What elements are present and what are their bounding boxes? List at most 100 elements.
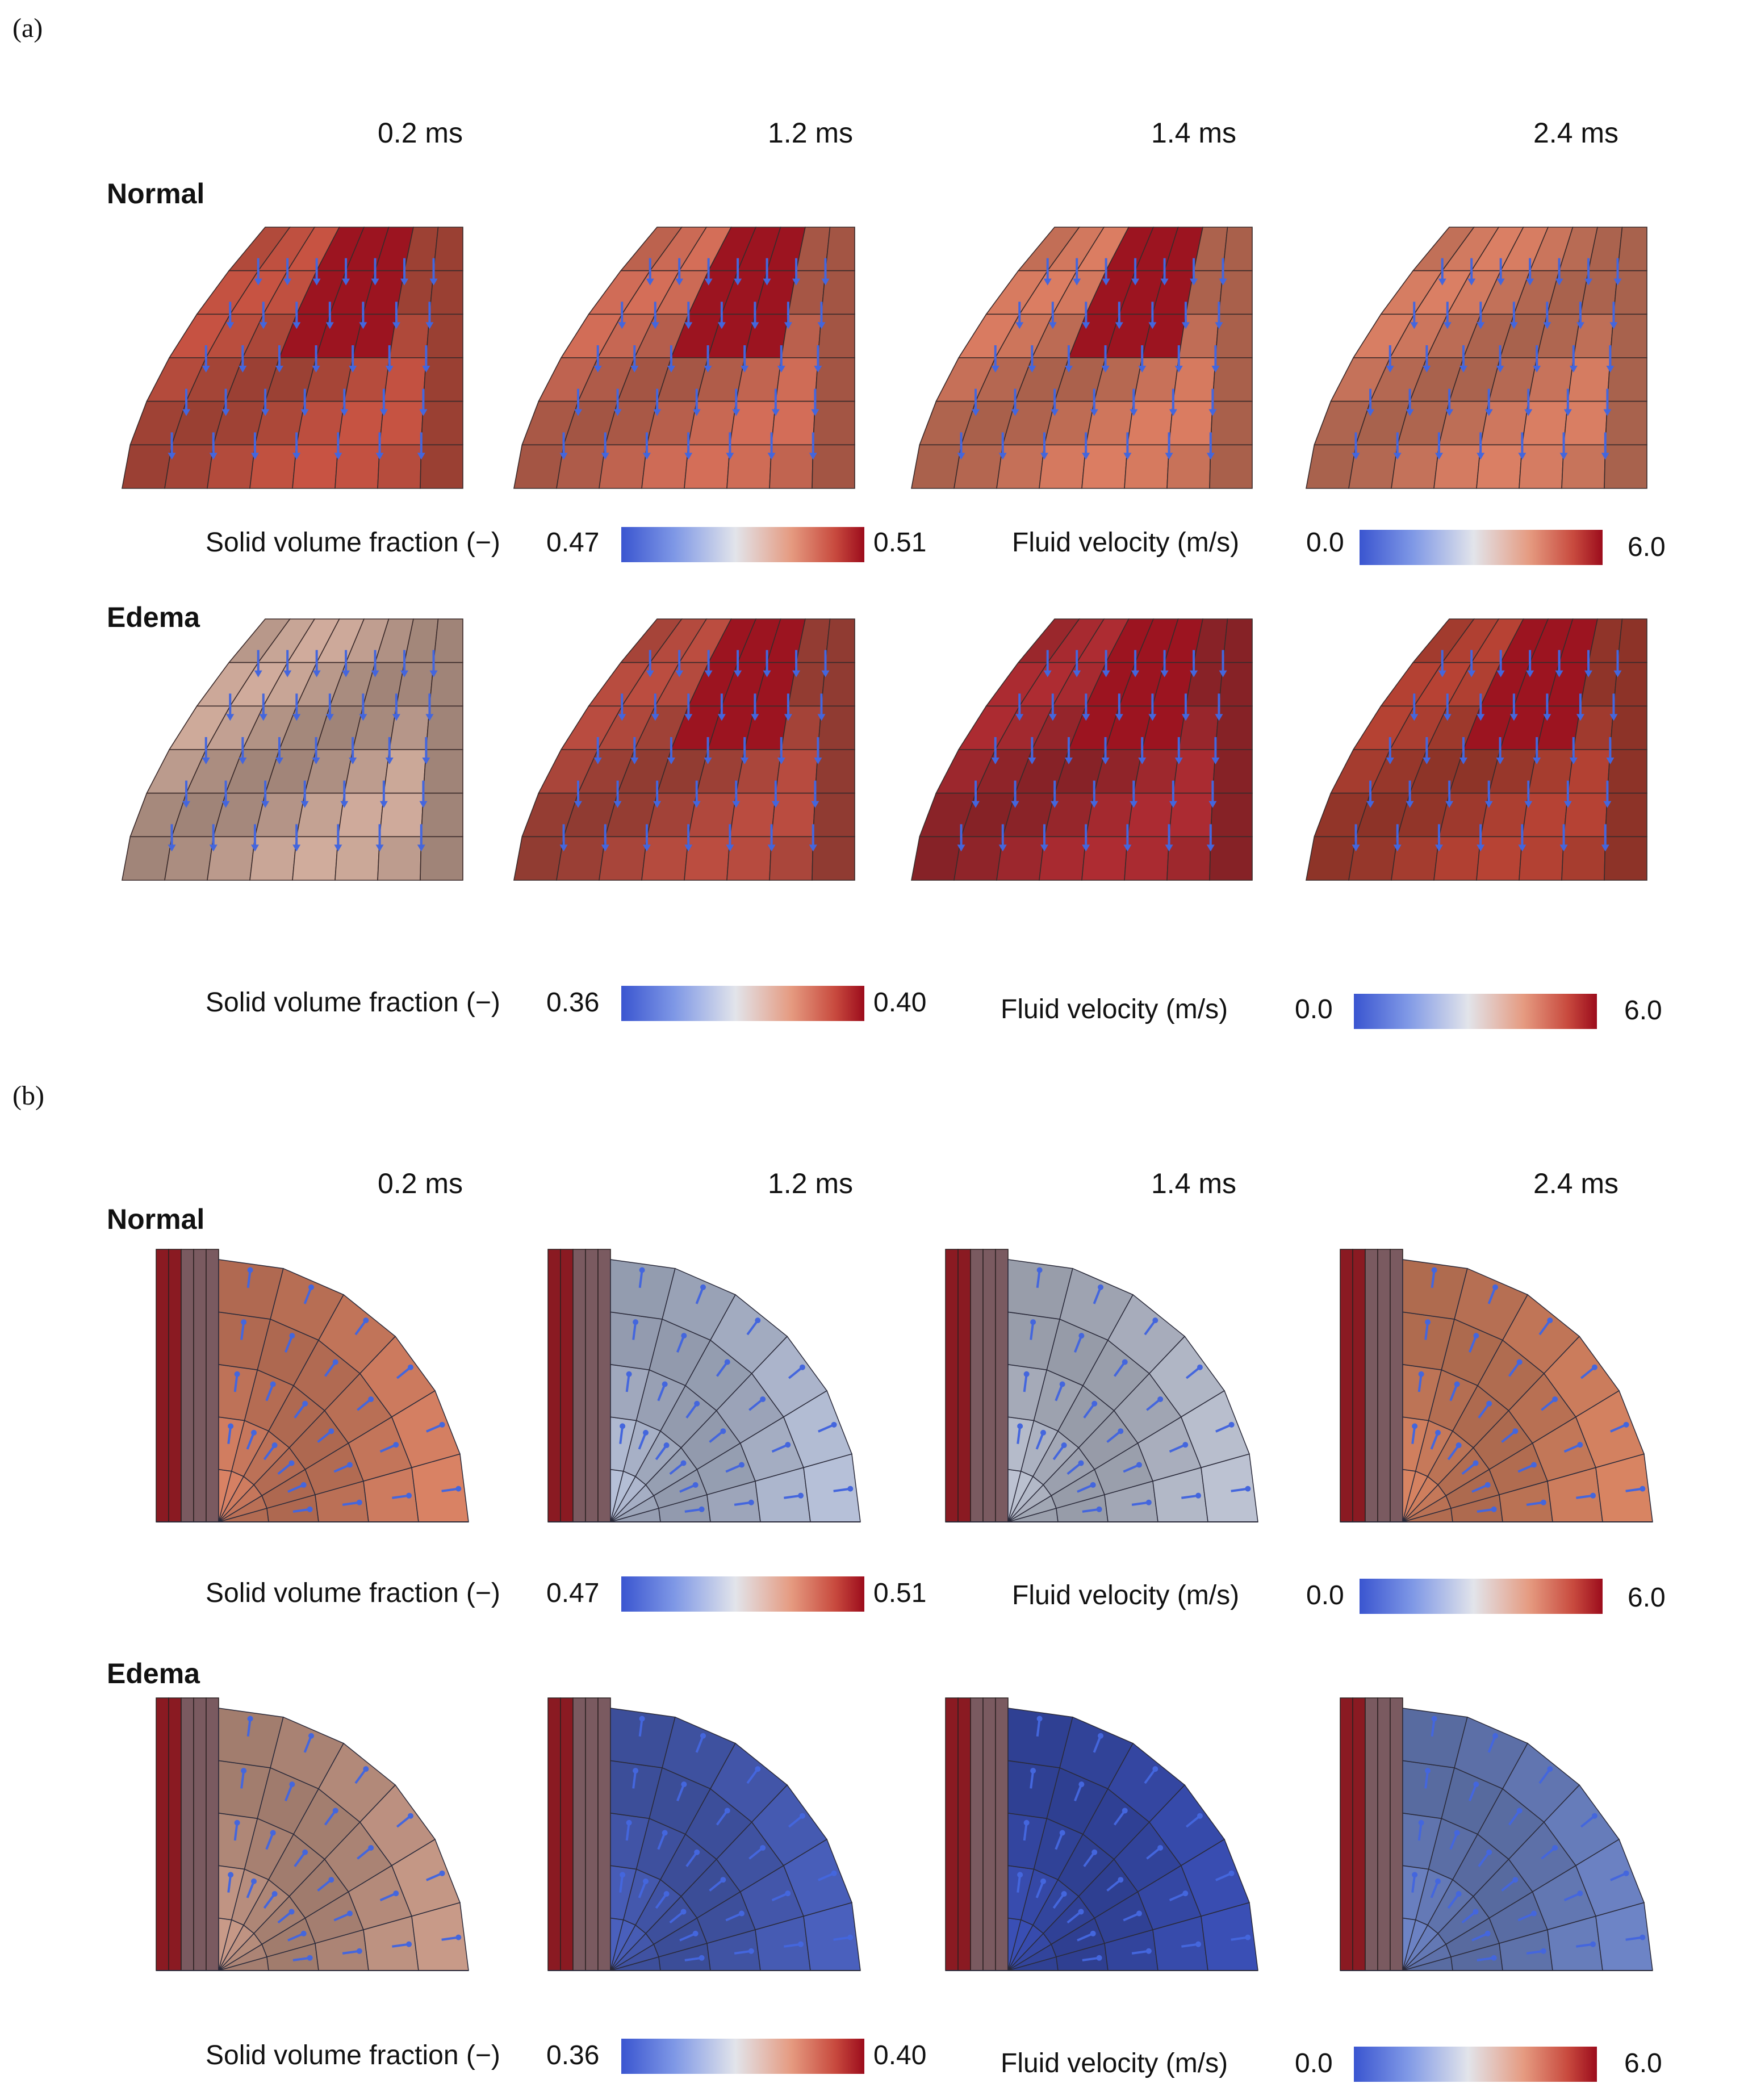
panel-letter-a: (a) <box>12 13 43 43</box>
velocity-arrow <box>1430 1432 1439 1450</box>
wall-element <box>1352 1249 1366 1522</box>
velocity-arrowhead <box>1036 1267 1043 1273</box>
mesh-a-edema-3 <box>911 618 1253 881</box>
condition-label-a-edema: Edema <box>107 601 200 633</box>
velocity-arrowhead <box>1533 758 1541 764</box>
velocity-arrow <box>1023 1374 1028 1392</box>
velocity-arrow <box>1055 1383 1064 1402</box>
velocity-arrowhead <box>593 758 602 764</box>
velocity-arrow <box>771 1444 789 1453</box>
mesh-element <box>513 836 564 881</box>
fluid-velocity-label-b-normal: Fluid velocity (m/s) <box>1012 1580 1240 1610</box>
velocity-arrowhead <box>630 366 639 373</box>
velocity-arrow <box>638 1881 647 1898</box>
velocity-arrowhead <box>1181 714 1190 721</box>
velocity-arrow <box>392 1943 409 1948</box>
velocity-arrow <box>657 1832 666 1850</box>
velocity-arrowhead <box>1555 278 1563 286</box>
velocity-arrowhead <box>642 1878 649 1884</box>
velocity-arrowhead <box>751 322 759 329</box>
velocity-arrow <box>1471 1484 1488 1493</box>
velocity-arrow <box>285 1784 294 1801</box>
velocity-arrowhead <box>400 670 409 677</box>
velocity-arrowhead <box>1017 1423 1023 1429</box>
velocity-arrowhead <box>1543 322 1551 329</box>
velocity-arrowhead <box>642 844 651 852</box>
velocity-arrow <box>695 1735 704 1753</box>
velocity-arrowhead <box>1090 1930 1096 1936</box>
velocity-arrowhead <box>422 758 430 764</box>
velocity-arrowhead <box>168 453 176 460</box>
velocity-arrow <box>265 1383 274 1402</box>
velocity-arrowhead <box>247 1716 253 1722</box>
velocity-arrowhead <box>717 322 726 329</box>
mesh-element <box>641 836 689 881</box>
velocity-arrowhead <box>1352 453 1360 460</box>
velocity-arrowhead <box>784 322 792 329</box>
velocity-arrowhead <box>662 1830 668 1836</box>
velocity-arrow <box>1417 1374 1423 1392</box>
velocity-arrowhead <box>1590 1941 1596 1947</box>
mesh-element <box>735 749 782 794</box>
velocity-arrowhead <box>1219 670 1227 677</box>
velocity-arrow <box>277 1462 292 1475</box>
mesh-element <box>1306 444 1357 489</box>
mesh-element <box>1039 444 1087 489</box>
velocity-arrow <box>725 1912 742 1922</box>
velocity-arrowhead <box>1547 1317 1553 1324</box>
wall-element <box>970 1697 984 1971</box>
velocity-arrowhead <box>1601 453 1609 460</box>
mesh-element <box>1133 749 1180 794</box>
mesh-element <box>814 357 855 402</box>
velocity-arrowhead <box>738 1462 745 1468</box>
velocity-arrowhead <box>1138 366 1147 373</box>
velocity-arrowhead <box>1406 409 1414 416</box>
velocity-arrowhead <box>724 1808 730 1814</box>
velocity-arrow <box>746 1768 759 1784</box>
mesh-element <box>1476 836 1523 881</box>
velocity-arrowhead <box>1473 1909 1479 1915</box>
velocity-arrow <box>625 1374 630 1392</box>
velocity-arrow <box>1052 1893 1065 1909</box>
wall-element <box>1377 1249 1391 1522</box>
solid-max-a-edema: 0.40 <box>873 988 927 1018</box>
velocity-arrow <box>1083 1851 1095 1867</box>
velocity-arrow <box>294 1851 306 1867</box>
velocity-arrowhead <box>1215 322 1223 329</box>
velocity-arrowhead <box>1030 1319 1036 1325</box>
velocity-arrowhead <box>1613 278 1622 286</box>
velocity-arrow <box>246 1270 252 1289</box>
velocity-arrowhead <box>559 844 568 852</box>
velocity-arrowhead <box>349 366 357 373</box>
velocity-arrowhead <box>601 844 609 852</box>
velocity-arrowhead <box>1423 366 1431 373</box>
fluid-max-b-normal: 6.0 <box>1628 1583 1666 1613</box>
velocity-arrowhead <box>1443 714 1452 721</box>
velocity-arrowhead <box>748 1948 754 1954</box>
velocity-arrowhead <box>1245 1486 1251 1492</box>
velocity-arrow <box>317 1879 332 1892</box>
velocity-arrowhead <box>1431 1716 1437 1722</box>
velocity-arrowhead <box>814 758 822 764</box>
velocity-arrowhead <box>692 801 701 808</box>
velocity-arrowhead <box>1603 409 1612 416</box>
mesh-element <box>1212 357 1253 402</box>
mesh-element <box>771 792 816 838</box>
velocity-arrow <box>317 1430 332 1443</box>
time-label-b-2: 1.2 ms <box>768 1168 854 1199</box>
velocity-arrow <box>625 1822 630 1841</box>
velocity-arrowhead <box>325 322 334 329</box>
fluid-max-a-normal: 6.0 <box>1628 532 1666 562</box>
mesh-element <box>769 444 814 489</box>
mesh-element <box>1604 792 1647 838</box>
mesh-element <box>420 836 463 881</box>
wall-element <box>168 1697 182 1971</box>
velocity-arrowhead <box>1169 409 1177 416</box>
mesh-element <box>1210 400 1253 446</box>
velocity-arrow <box>426 1872 443 1881</box>
velocity-arrowhead <box>1486 1849 1492 1855</box>
wall-element <box>995 1249 1009 1522</box>
velocity-arrow <box>1447 1893 1460 1909</box>
velocity-arrowhead <box>720 1877 726 1883</box>
velocity-arrowhead <box>400 278 409 286</box>
